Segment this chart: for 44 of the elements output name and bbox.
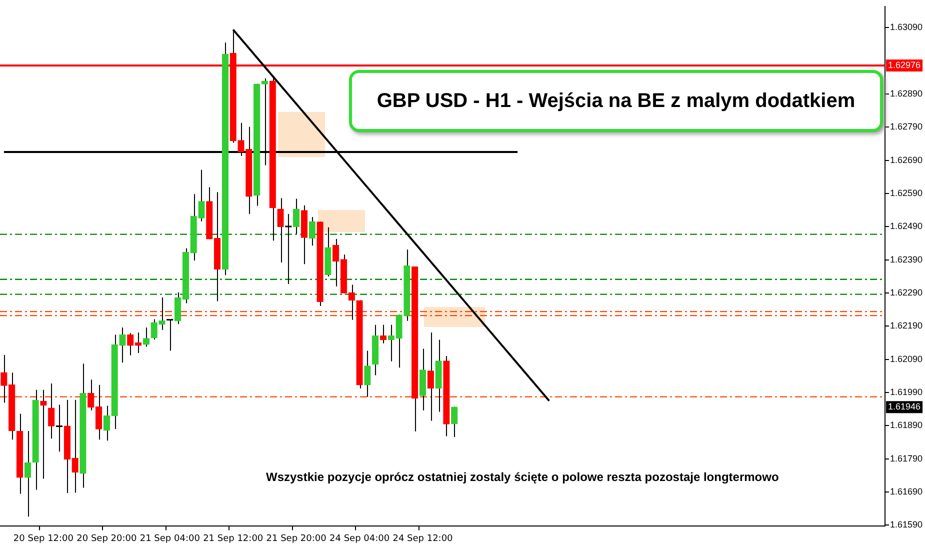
x-tick-label: 21 Sep 12:00 — [203, 534, 264, 544]
y-tick-label: 1.62490 — [890, 221, 923, 232]
candlestick — [142, 327, 150, 348]
y-tick-label: 1.62890 — [890, 88, 923, 98]
candlestick — [451, 406, 458, 438]
candlestick — [380, 324, 387, 344]
text: GBP USD - H1 - Wejścia na BE z malym dodatkiem — [349, 70, 883, 132]
y-tick-label: 1.62590 — [890, 188, 923, 198]
candlestick — [308, 216, 316, 246]
x-tick-label: 20 Sep 12:00 — [13, 534, 74, 544]
candlestick — [24, 430, 31, 518]
y-tick-label: 1.61690 — [890, 486, 923, 497]
y-tick-label: 1.62690 — [890, 154, 923, 165]
candlestick — [427, 332, 434, 422]
x-tick-label: 24 Sep 04:00 — [329, 534, 390, 544]
candlestick — [396, 314, 402, 368]
candlestick — [388, 324, 394, 362]
x-tick-label: 21 Sep 20:00 — [266, 534, 327, 544]
candlestick — [119, 327, 126, 364]
x-tick-label: 24 Sep 12:00 — [392, 534, 454, 544]
y-tick-label: 1.62190 — [890, 320, 923, 331]
candlestick — [150, 318, 158, 340]
candlestick — [158, 296, 166, 330]
y-tick-label: 1.62390 — [890, 254, 923, 264]
candlestick — [364, 350, 371, 398]
y-tick-label: 1.62290 — [890, 287, 923, 298]
candlestick — [0, 354, 8, 404]
y-tick-label: 1.61790 — [890, 453, 923, 464]
annotation: Wszystkie pozycje oprócz ostatniej zostaly ścięte o polowe reszta pozostaje longtermowo — [266, 470, 779, 484]
x-tick-label: 21 Sep 04:00 — [140, 534, 200, 544]
x-tick-label: 20 Sep 20:00 — [76, 534, 137, 544]
candlestick — [72, 399, 78, 494]
candlestick — [198, 169, 205, 222]
candlestick — [285, 214, 292, 285]
candlestick — [40, 389, 47, 480]
y-tick-label: 1.61590 — [890, 520, 923, 530]
text: 1.61946 — [888, 402, 921, 412]
y-tick-label: 1.61890 — [890, 420, 923, 430]
candlestick — [277, 198, 284, 263]
ref-line-label: 1.62976 — [888, 60, 921, 70]
y-tick-label: 1.62790 — [890, 122, 923, 132]
y-tick-label: 1.62090 — [890, 354, 923, 364]
y-tick-label: 1.63090 — [890, 22, 923, 32]
y-tick-label: 1.61990 — [890, 387, 923, 398]
